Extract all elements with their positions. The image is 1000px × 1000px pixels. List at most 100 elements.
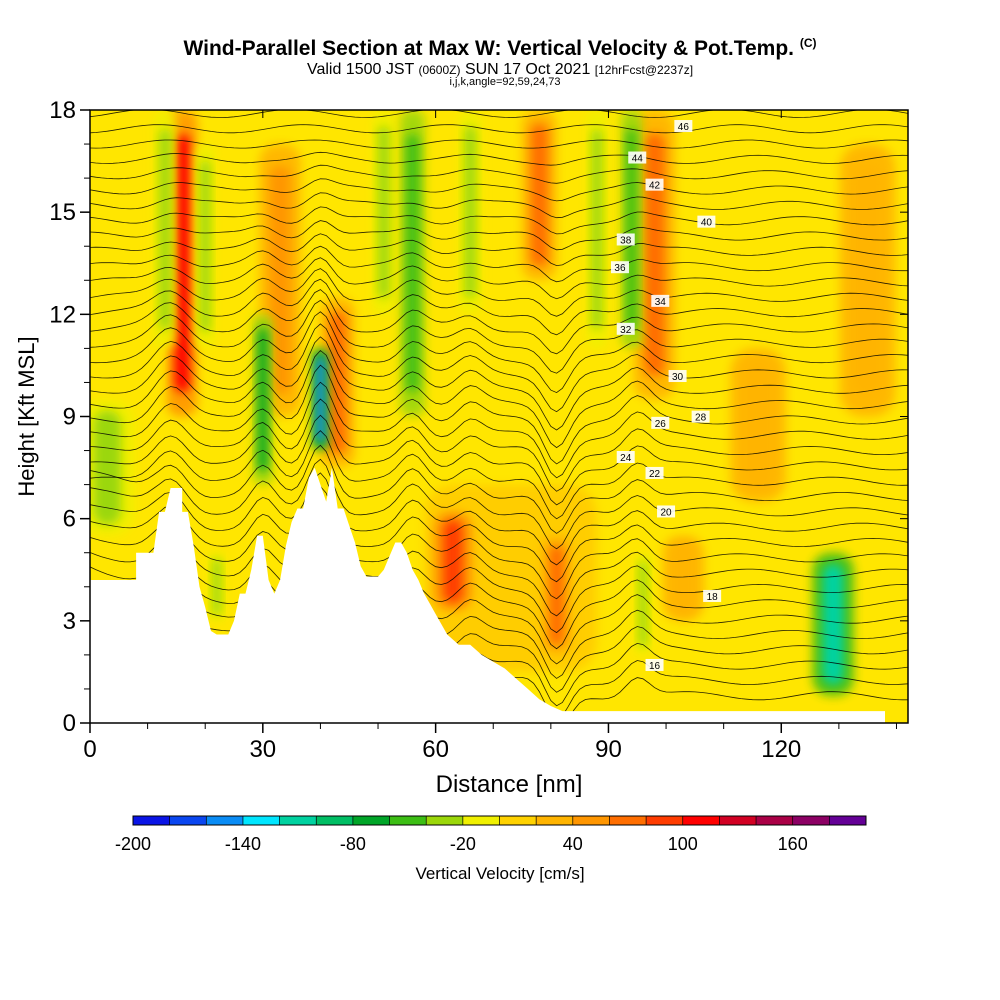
colorbar-tick-label: 40 [563,834,583,854]
isentrope-label-bg [697,215,716,228]
isentrope-line [90,245,908,283]
downdraft-7 [586,110,608,349]
downdraft-5 [400,110,426,417]
isentrope-line [90,364,908,465]
isentrope-label-46: 46 [678,122,690,133]
isentrope-line [90,430,908,520]
isentrope-line [90,278,908,336]
updraft-6 [633,110,676,400]
colorbar-swatch [462,816,500,825]
isentrope-line [90,349,908,449]
colorbar-swatch [133,816,171,825]
downdraft-core [406,134,419,392]
isentrope-label-bg [616,322,635,335]
x-tick-label: 30 [249,736,276,763]
isentrope-label-bg [616,451,635,464]
colorbar-swatch [426,816,464,825]
chart-subtitle: Valid 1500 JST (0600Z) SUN 17 Oct 2021 [… [306,61,694,78]
colorbar-tick-label: -80 [340,834,366,854]
isentrope-line [90,472,908,566]
isentrope-line [90,444,908,534]
updraft-core [744,360,773,490]
isentrope-label-34: 34 [655,297,667,308]
isentrope-line [90,323,908,413]
y-tick-label: 0 [63,710,76,737]
y-tick-label: 3 [63,608,76,635]
colorbar-swatch [499,816,537,825]
y-tick-label: 9 [63,404,76,431]
chart-params: i,j,k,angle=92,59,24,73 [449,76,561,88]
colorbar-swatch [352,816,391,825]
downdraft-core [378,126,390,298]
colorbar-swatch [829,816,867,825]
isentrope-label-18: 18 [707,592,719,603]
isentrope-line [90,151,908,166]
y-tick-label: 15 [49,199,76,226]
isentrope-line [90,458,908,550]
x-tick-label: 60 [422,736,449,763]
isentrope-line [90,164,908,184]
isentrope-label-bg [616,233,635,246]
isentrope-line [90,178,908,202]
y-tick-label: 12 [49,301,76,328]
colorbar-swatch [646,816,684,825]
downdraft-core [93,410,122,525]
isentrope-label-44: 44 [632,154,644,165]
isentrope-label-16: 16 [649,661,661,672]
downdraft-12 [812,552,854,696]
downdraft-core [200,160,211,333]
chart-title: Wind-Parallel Section at Max W: Vertical… [183,36,817,60]
colorbar-swatch [316,816,354,825]
isentrope-label-28: 28 [695,413,707,424]
x-tick-label: 120 [761,736,801,763]
downdraft-4 [372,110,395,315]
x-axis-label: Distance [nm] [436,771,583,798]
colorbar-swatch [389,816,427,825]
isentrope-line [90,485,908,583]
downdraft-core [822,564,844,685]
x-tick-label: 0 [83,736,96,763]
isentrope-label-bg [651,294,670,307]
isentrope-line [90,545,908,650]
isentrope-line [90,414,908,506]
colorbar-swatch [756,816,794,825]
isentrope-line [90,529,908,634]
isentrope-line [90,139,908,149]
colorbar-tick-label: -200 [115,834,151,854]
colorbar-swatch [572,816,610,825]
downdraft-9 [634,552,652,655]
isentrope-label-20: 20 [660,507,672,518]
colorbar-swatch [536,816,574,825]
isentrope-label-bg [645,178,664,191]
isentrope-label-bg [703,589,722,602]
colorbar-swatch [792,816,830,825]
downdraft-1 [195,144,215,349]
isentrope-line [90,192,908,219]
terrain [90,467,908,723]
isentrope-line [90,233,908,267]
updraft-core [549,545,565,646]
isentrope-label-22: 22 [649,469,661,480]
y-tick-label: 6 [63,506,76,533]
colorbar-tick-label: -140 [225,834,261,854]
isentrope-line [90,220,908,251]
isentrope-line [90,579,908,679]
isentrope-label-bg [651,416,670,429]
downdraft-10 [90,399,135,536]
colorbar-tick-label: 100 [668,834,698,854]
colorbar-label: Vertical Velocity [cm/s] [415,864,585,883]
downdraft-core [464,126,476,298]
isentrope-label-40: 40 [701,218,713,229]
isentrope-line [90,311,908,394]
updraft-core [443,519,463,603]
isentrope-label-bg [645,466,664,479]
isentrope-label-36: 36 [614,263,626,274]
isentrope-label-bg [610,261,629,274]
isentrope-line [90,398,908,492]
colorbar-swatch [682,816,720,825]
isentrope-line [90,268,908,317]
y-axis-label: Height [Kft MSL] [14,336,39,496]
colorbar-swatch [609,816,647,825]
